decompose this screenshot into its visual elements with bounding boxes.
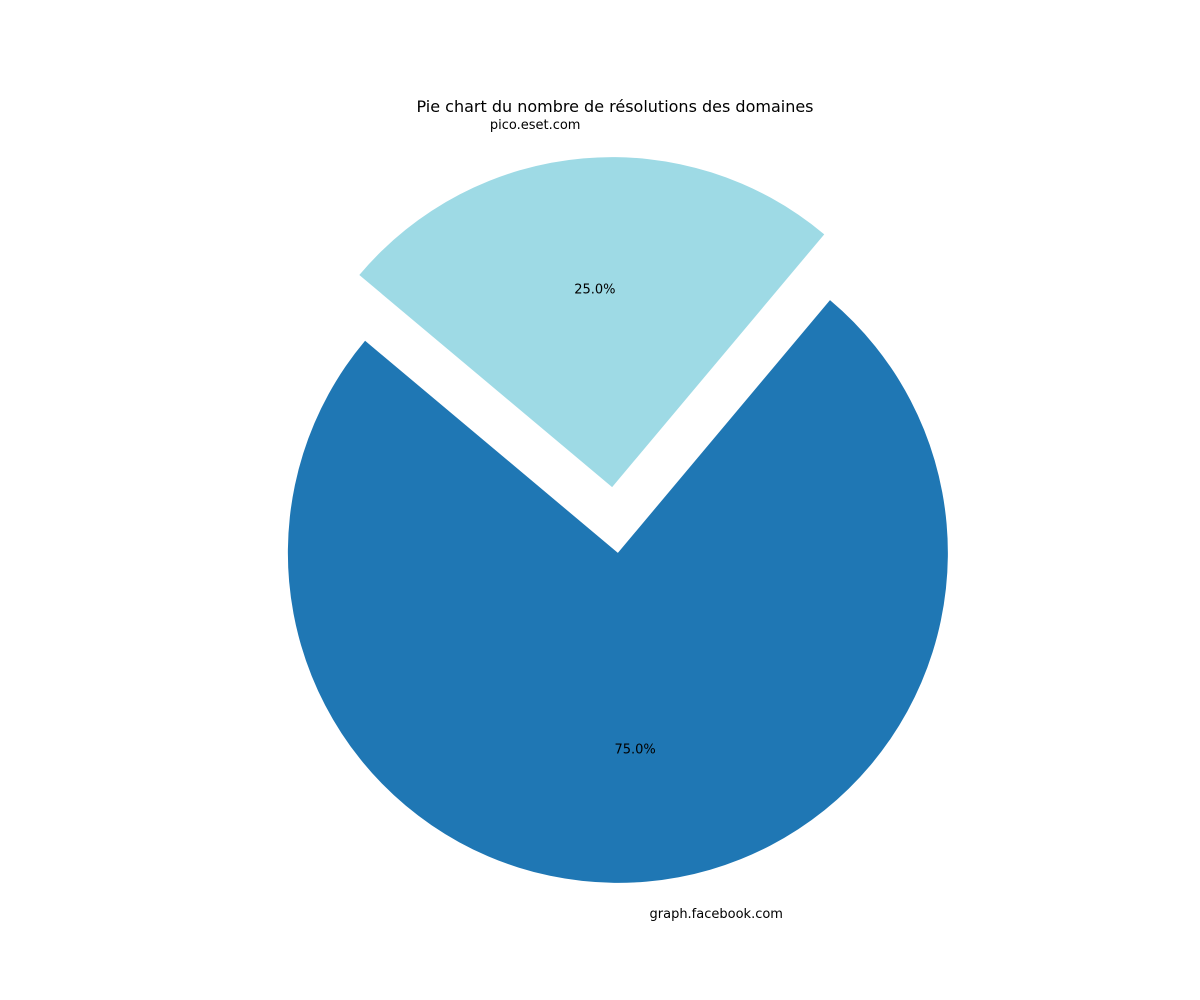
- pct-label-pico-eset-com: 25.0%: [574, 282, 615, 297]
- pie-slices: [287, 157, 948, 883]
- slice-label-graph-facebook-com: graph.facebook.com: [650, 907, 783, 922]
- pie-labels: graph.facebook.com 75.0% pico.eset.com 25.0…: [490, 118, 783, 922]
- slice-label-pico-eset-com: pico.eset.com: [490, 118, 581, 133]
- pie-slice-graph-facebook-com: [287, 300, 948, 883]
- pie-slice-pico-eset-com: [359, 157, 825, 488]
- pct-label-graph-facebook-com: 75.0%: [614, 743, 655, 758]
- chart-title: Pie chart du nombre de résolutions des d…: [416, 97, 813, 116]
